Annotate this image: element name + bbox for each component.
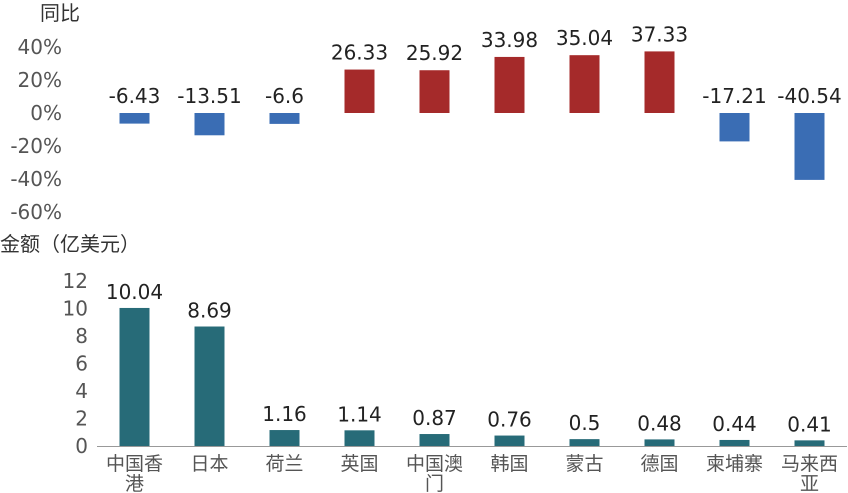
amount-data-label: 0.76	[487, 408, 532, 432]
category-label: 德国	[640, 453, 678, 475]
amount-tick-label: 6	[75, 352, 88, 376]
yoy-data-label: -6.43	[109, 84, 161, 108]
amount-tick-label: 0	[75, 434, 88, 458]
category-label: 中国香	[106, 453, 163, 475]
yoy-tick-label: -40%	[10, 167, 62, 191]
yoy-tick-label: -20%	[10, 134, 62, 158]
category-label: 马来西	[781, 453, 838, 475]
yoy-bar	[194, 113, 225, 136]
amount-data-label: 0.44	[712, 412, 757, 436]
yoy-tick-label: 0%	[30, 101, 62, 125]
amount-y-ticks: 12 10 8 6 4 2 0	[63, 269, 88, 458]
category-label: 韩国	[490, 453, 528, 475]
amount-bar	[119, 307, 150, 446]
yoy-data-label: -6.6	[265, 84, 304, 108]
amount-data-label: 1.14	[337, 402, 382, 426]
category-label: 门	[425, 473, 444, 493]
yoy-bar	[794, 113, 825, 180]
yoy-bars	[119, 51, 825, 180]
category-label: 亚	[800, 473, 819, 493]
yoy-y-ticks: 40% 20% 0% -20% -40% -60%	[10, 35, 62, 224]
amount-tick-label: 12	[63, 269, 88, 293]
yoy-data-label: 35.04	[556, 26, 613, 50]
amount-axis-title: 金额（亿美元）	[0, 232, 140, 256]
amount-data-label: 8.69	[187, 299, 232, 323]
yoy-data-label: -17.21	[702, 84, 766, 108]
yoy-bar	[494, 56, 525, 113]
yoy-bar	[269, 113, 300, 124]
yoy-bar	[419, 70, 450, 113]
amount-data-labels: 10.04 8.69 1.16 1.14 0.87 0.76 0.5 0.48 0.44 0.41	[106, 280, 832, 436]
amount-data-label: 0.41	[787, 412, 832, 436]
yoy-data-label: -40.54	[777, 84, 841, 108]
yoy-bar	[644, 51, 675, 113]
amount-bar	[344, 430, 375, 446]
yoy-data-label: 25.92	[406, 41, 463, 65]
amount-data-label: 0.48	[637, 411, 682, 435]
amount-bar	[719, 439, 750, 446]
amount-bar	[494, 435, 525, 446]
category-label: 荷兰	[265, 453, 303, 475]
yoy-bar	[344, 69, 375, 113]
yoy-bar	[719, 113, 750, 142]
amount-bar	[419, 434, 450, 446]
yoy-data-label: 33.98	[481, 28, 538, 52]
yoy-data-label: 37.33	[631, 22, 688, 46]
amount-bar	[644, 439, 675, 446]
category-label: 蒙古	[565, 453, 603, 475]
amount-chart: 金额（亿美元） 12 10 8 6 4 2 0 10.04 8.69 1.16 1.14 0.87 0…	[0, 232, 847, 493]
category-label: 柬埔寨	[706, 453, 763, 475]
category-label: 中国澳	[406, 453, 463, 475]
amount-data-label: 0.87	[412, 406, 457, 430]
amount-bar	[269, 430, 300, 446]
category-label: 港	[125, 473, 144, 493]
yoy-data-label: -13.51	[177, 84, 241, 108]
yoy-data-labels: -6.43 -13.51 -6.6 26.33 25.92 33.98 35.04 37.33…	[109, 22, 842, 108]
yoy-data-label: 26.33	[331, 41, 388, 65]
category-label: 日本	[190, 453, 228, 475]
yoy-bar	[569, 55, 600, 113]
amount-data-label: 0.5	[569, 411, 601, 435]
yoy-tick-label: -60%	[10, 200, 62, 224]
amount-tick-label: 10	[63, 297, 88, 321]
yoy-chart: 同比 40% 20% 0% -20% -40% -60% -6.43 -13.51 -6.6 2…	[10, 1, 841, 224]
amount-data-label: 1.16	[262, 402, 307, 426]
yoy-tick-label: 40%	[18, 35, 62, 59]
amount-bar	[794, 440, 825, 446]
amount-data-label: 10.04	[106, 280, 163, 304]
amount-bar	[194, 326, 225, 446]
amount-tick-label: 8	[75, 324, 88, 348]
category-label: 英国	[340, 453, 378, 475]
amount-bar	[569, 439, 600, 446]
amount-tick-label: 2	[75, 407, 88, 431]
yoy-axis-title: 同比	[40, 1, 80, 25]
amount-bars	[119, 307, 825, 446]
yoy-bar	[119, 113, 150, 124]
amount-tick-label: 4	[75, 379, 88, 403]
yoy-tick-label: 20%	[18, 68, 62, 92]
